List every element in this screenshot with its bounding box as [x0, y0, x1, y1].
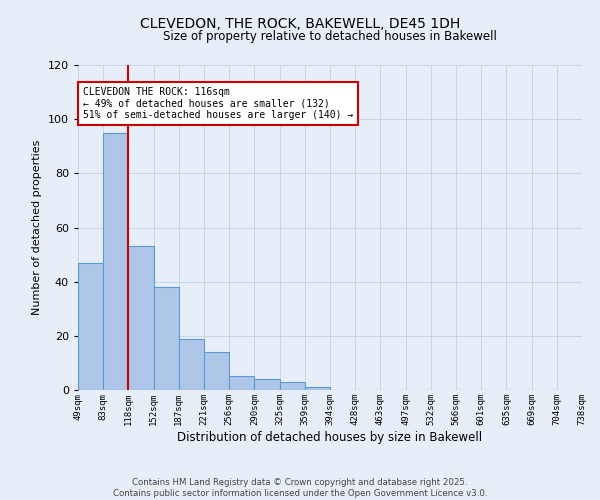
- Text: CLEVEDON, THE ROCK, BAKEWELL, DE45 1DH: CLEVEDON, THE ROCK, BAKEWELL, DE45 1DH: [140, 18, 460, 32]
- Bar: [103, 132, 128, 390]
- Text: CLEVEDON THE ROCK: 116sqm
← 49% of detached houses are smaller (132)
51% of semi: CLEVEDON THE ROCK: 116sqm ← 49% of detac…: [83, 86, 353, 120]
- Bar: [280, 382, 305, 390]
- Bar: [204, 352, 229, 390]
- Bar: [154, 287, 179, 390]
- Bar: [305, 388, 330, 390]
- Title: Size of property relative to detached houses in Bakewell: Size of property relative to detached ho…: [163, 30, 497, 43]
- Bar: [179, 338, 204, 390]
- Bar: [78, 262, 103, 390]
- Bar: [254, 379, 280, 390]
- X-axis label: Distribution of detached houses by size in Bakewell: Distribution of detached houses by size …: [178, 430, 482, 444]
- Text: Contains HM Land Registry data © Crown copyright and database right 2025.
Contai: Contains HM Land Registry data © Crown c…: [113, 478, 487, 498]
- Bar: [229, 376, 254, 390]
- Y-axis label: Number of detached properties: Number of detached properties: [32, 140, 42, 315]
- Bar: [128, 246, 154, 390]
